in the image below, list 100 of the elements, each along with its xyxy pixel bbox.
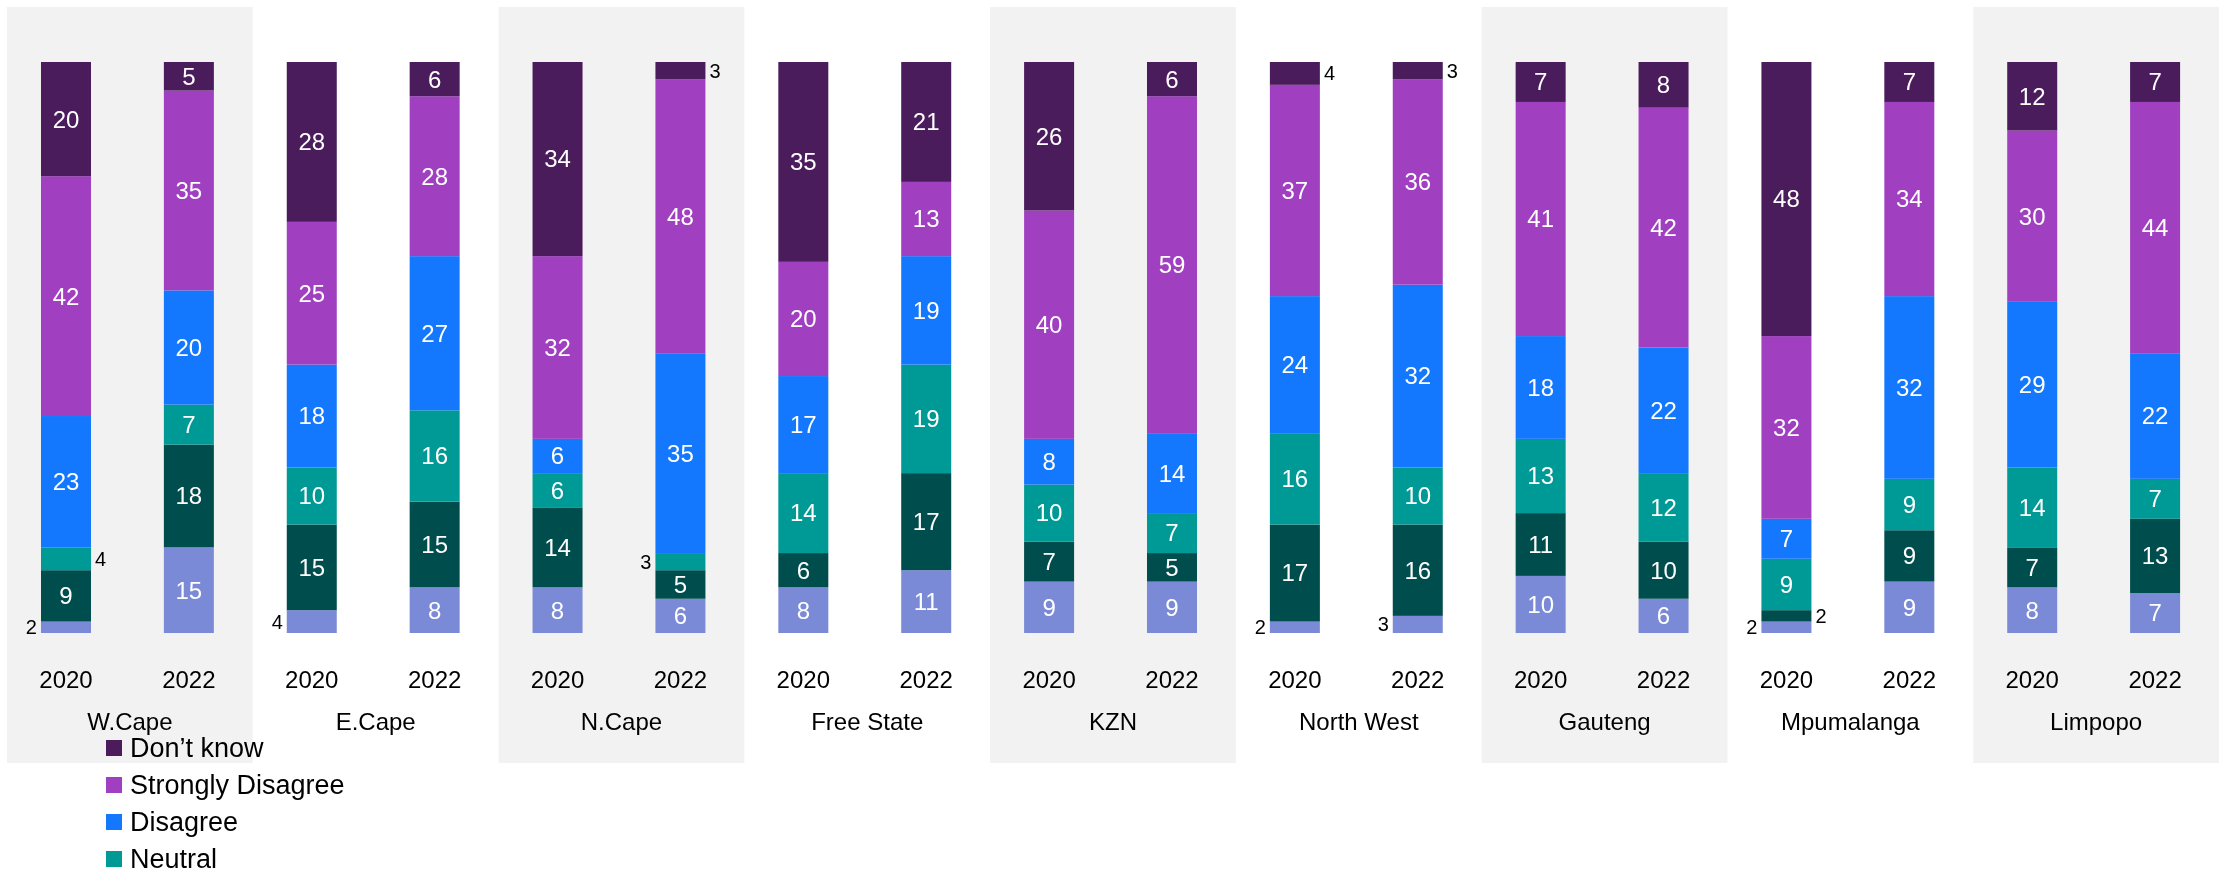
bar [1024, 484, 1075, 542]
data-label: 7 [1165, 519, 1179, 547]
data-label: 44 [2141, 213, 2169, 241]
data-label: 9 [59, 582, 73, 610]
bar [1884, 581, 1935, 633]
bar [1761, 610, 1812, 622]
bar [778, 62, 829, 262]
bar [1024, 581, 1075, 633]
bar [1638, 107, 1689, 348]
data-label: 7 [2025, 553, 2039, 581]
data-label: 8 [550, 596, 565, 624]
x-tick-label: 2020 [2005, 666, 2059, 693]
bar [1515, 513, 1566, 576]
bar [2130, 101, 2181, 354]
data-label: 17 [912, 508, 940, 536]
data-label: 17 [789, 410, 817, 438]
bar [1392, 467, 1443, 525]
bar [1761, 62, 1812, 337]
bar [409, 587, 460, 633]
bar [40, 621, 91, 633]
bar [409, 501, 460, 588]
x-tick-label: 2022 [899, 666, 953, 693]
data-label: 19 [912, 405, 940, 433]
bar [2007, 62, 2058, 131]
data-label: 3 [1446, 59, 1458, 82]
bar [901, 181, 952, 257]
bar [901, 473, 952, 571]
bar [1392, 615, 1443, 633]
bar [2007, 467, 2058, 548]
text: KZN [1089, 708, 1137, 735]
bar [1146, 553, 1197, 582]
bar [286, 364, 337, 468]
x-tick-label: 2020 [1759, 666, 1814, 693]
bar [655, 598, 706, 633]
bar [1761, 336, 1812, 519]
data-label: 16 [1281, 465, 1309, 493]
bar [1269, 84, 1320, 297]
data-label: 10 [298, 482, 326, 510]
data-label: 36 [1404, 168, 1432, 196]
data-label: 5 [673, 570, 688, 598]
data-label: 16 [1404, 556, 1432, 584]
data-label: 6 [673, 602, 688, 630]
data-label: 15 [421, 530, 448, 558]
bar [40, 176, 91, 417]
data-label: 32 [544, 333, 571, 361]
data-label: 35 [789, 148, 817, 176]
data-label: 14 [789, 499, 817, 527]
data-label: 6 [1656, 602, 1671, 630]
bar [1024, 210, 1075, 439]
data-label: 40 [1035, 311, 1063, 339]
bar [163, 444, 214, 548]
data-label: 6 [427, 65, 442, 93]
legend-label: Neutral [130, 844, 218, 875]
bar [778, 376, 829, 474]
data-label: 8 [1042, 448, 1056, 476]
bar [1884, 296, 1935, 479]
bar [1638, 347, 1689, 474]
bar [1761, 558, 1812, 611]
bar [40, 416, 91, 548]
bar [1515, 101, 1566, 337]
data-label: 5 [182, 62, 196, 90]
data-label: 2 [25, 616, 37, 639]
data-label: 8 [796, 596, 810, 624]
bar [1638, 62, 1689, 108]
bar [163, 62, 214, 91]
data-label: 14 [2018, 493, 2046, 521]
data-label: 41 [1527, 205, 1554, 233]
bar [778, 587, 829, 633]
data-label: 6 [550, 442, 565, 470]
data-label: 35 [175, 176, 203, 204]
bar [2007, 301, 2058, 468]
data-label: 7 [2148, 599, 2162, 627]
bar [901, 570, 952, 633]
data-label: 21 [912, 108, 940, 136]
x-tick-label: 2020 [530, 666, 585, 693]
data-label: 20 [789, 305, 817, 333]
data-label: 34 [544, 145, 571, 173]
x-tick-label: 2020 [39, 666, 93, 693]
data-label: 11 [1528, 530, 1554, 558]
x-tick-label: 2022 [407, 666, 462, 693]
bar [1146, 96, 1197, 434]
bar [1024, 62, 1075, 211]
x-tick-label: 2020 [1268, 666, 1322, 693]
data-label: 42 [52, 282, 80, 310]
bar [1515, 438, 1566, 514]
bar [1515, 62, 1566, 102]
bar [1024, 438, 1075, 485]
bar [1392, 524, 1443, 616]
x-tick-label: 2020 [1022, 666, 1076, 693]
bar [2130, 478, 2181, 519]
bar [1638, 473, 1689, 542]
data-label: 25 [298, 279, 326, 307]
data-label: 9 [1902, 490, 1916, 518]
data-label: 59 [1158, 251, 1186, 279]
bar [1269, 62, 1320, 85]
data-label: 4 [271, 610, 283, 633]
bar [1146, 62, 1197, 97]
x-tick-label: 2020 [1513, 666, 1568, 693]
bar [1515, 575, 1566, 633]
bar [901, 62, 952, 182]
